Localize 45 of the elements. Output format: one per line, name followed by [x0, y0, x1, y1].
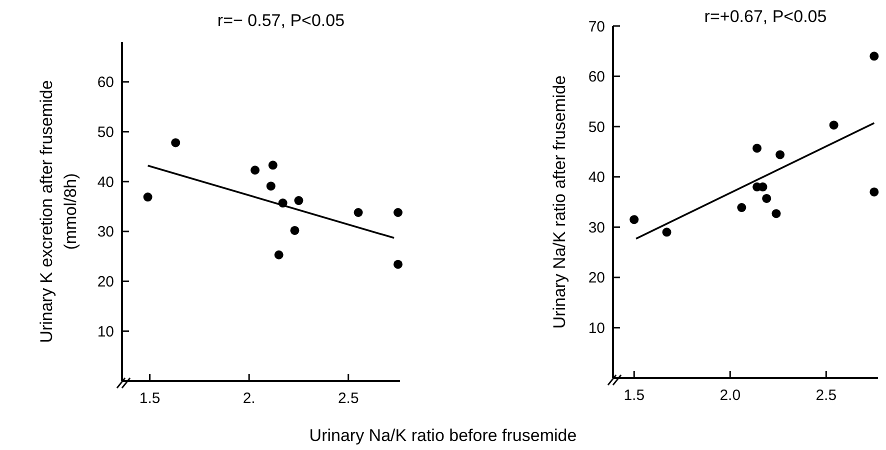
chart-title: r=+0.67, P<0.05 [704, 7, 827, 26]
point [870, 52, 879, 61]
point [394, 260, 403, 269]
x-tick-label: 2.0 [720, 387, 741, 404]
x-tick-label: 2. [242, 390, 256, 407]
point [354, 208, 363, 217]
chart-title: r=− 0.57, P<0.05 [217, 11, 345, 30]
x-tick-label: 2.5 [338, 390, 359, 407]
point [266, 182, 276, 191]
point [662, 228, 672, 237]
y-axis-title: Urinary Na/K ratio after frusemide [550, 75, 569, 329]
y-tick-label: 70 [588, 18, 605, 36]
y-tick-label: 50 [588, 118, 605, 136]
x-tick-label: 1.5 [624, 387, 645, 404]
x-axis-title: Urinary Na/K ratio before frusemide [309, 426, 577, 445]
y-tick-label: 40 [588, 169, 605, 186]
y-tick-label: 30 [588, 219, 605, 236]
y-tick-label: 50 [97, 124, 114, 141]
point [294, 196, 304, 206]
point [268, 160, 278, 170]
y-tick-label: 30 [97, 224, 114, 241]
point [870, 187, 879, 196]
point [143, 192, 152, 202]
point [829, 120, 838, 130]
point [630, 215, 639, 224]
point [737, 203, 746, 212]
point [394, 208, 403, 217]
y-tick-label: 60 [588, 68, 605, 86]
point [250, 166, 260, 175]
y-axis-title: Urinary K excretion after frusemide (mmol/8h) [37, 80, 80, 343]
y-tick-label: 40 [97, 174, 114, 191]
x-tick-label: 2.5 [816, 387, 837, 404]
point [171, 138, 180, 148]
y-tick-label: 60 [97, 74, 114, 92]
point [762, 194, 772, 203]
point [752, 144, 762, 153]
y-tick-label: 10 [97, 323, 114, 340]
point [290, 226, 300, 235]
y-tick-label: 20 [588, 270, 605, 287]
x-tick-label: 1.5 [139, 390, 160, 407]
point [776, 150, 785, 160]
point [772, 209, 781, 218]
point [274, 250, 284, 260]
y-tick-label: 20 [97, 274, 114, 291]
y-tick-label: 10 [588, 320, 605, 337]
